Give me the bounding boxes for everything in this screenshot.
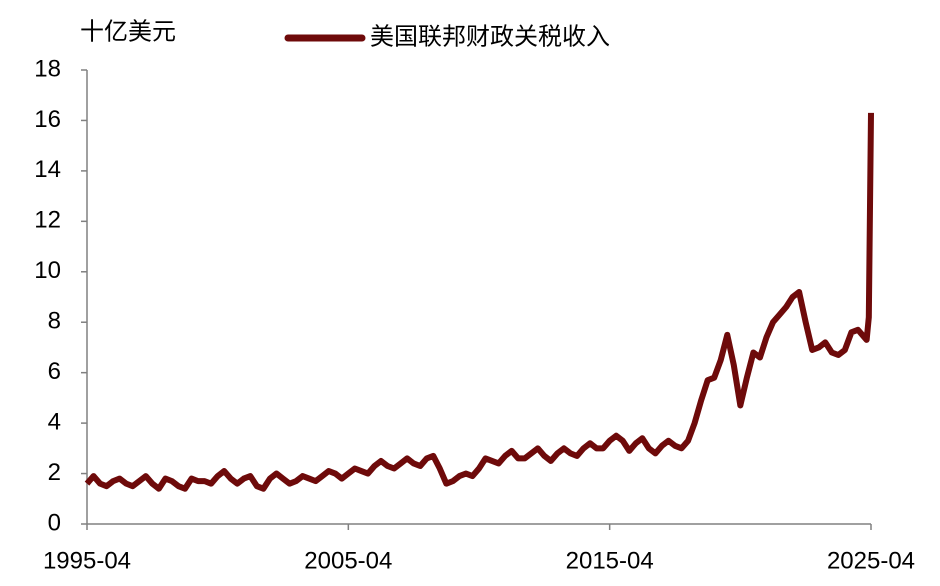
y-tick-label: 0 [48, 509, 61, 536]
x-tick-label: 2015-04 [566, 547, 654, 574]
y-tick-label: 8 [48, 308, 61, 335]
x-tick-label: 2025-04 [827, 547, 915, 574]
legend-label: 美国联邦财政关税收入 [370, 23, 610, 50]
y-tick-label: 16 [34, 106, 61, 133]
x-tick-label: 2005-04 [304, 547, 392, 574]
y-axis-label: 十亿美元 [80, 18, 176, 45]
y-tick-label: 14 [34, 156, 61, 183]
y-tick-label: 10 [34, 257, 61, 284]
y-tick-label: 18 [34, 55, 61, 82]
data-line [84, 112, 874, 492]
y-tick-label: 6 [48, 358, 61, 385]
y-tick-label: 4 [48, 408, 61, 435]
y-tick-label: 12 [34, 207, 61, 234]
y-tick-label: 2 [48, 459, 61, 486]
x-tick-label: 1995-04 [43, 547, 131, 574]
